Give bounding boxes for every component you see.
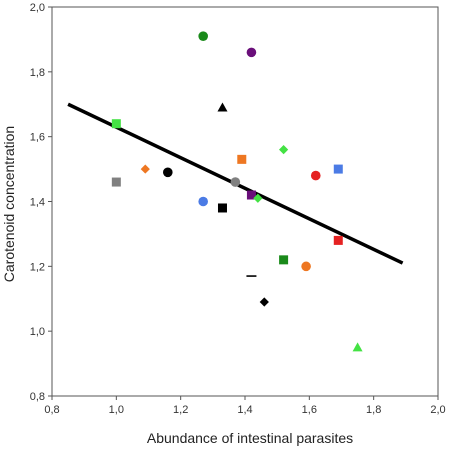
data-point-square (111, 177, 121, 187)
y-tick-label: 1,6 (30, 132, 45, 144)
x-axis-ticks: 0,8 1,0 1,2 1,4 1,6 1,8 2,0 (44, 396, 446, 416)
data-point-diamond (140, 164, 150, 174)
data-point-circle (246, 47, 257, 58)
x-tick-label: 0,8 (44, 404, 59, 416)
data-point-square (333, 164, 343, 174)
y-tick-label: 1,0 (30, 326, 45, 338)
x-tick-label: 2,0 (430, 404, 445, 416)
data-points (111, 31, 363, 352)
data-point-circle (198, 31, 208, 41)
y-tick-label: 1,8 (30, 67, 45, 79)
y-tick-label: 0,8 (30, 391, 45, 403)
data-point-circle (198, 196, 208, 207)
data-point-square (279, 255, 289, 265)
plot-area (51, 6, 439, 397)
data-point-diamond (259, 297, 269, 307)
plot-frame (51, 6, 439, 397)
x-tick-label: 1,0 (109, 404, 124, 416)
data-point-square (246, 190, 256, 200)
data-point-triangle (217, 102, 228, 112)
data-point-dash (246, 275, 257, 277)
x-tick-label: 1,6 (302, 404, 317, 416)
x-axis-label: Abundance of intestinal parasites (147, 430, 353, 446)
y-tick-label: 1,4 (30, 197, 45, 209)
y-axis-label: Carotenoid concentration (1, 126, 17, 282)
data-point-diamond (253, 193, 263, 203)
data-point-triangle (352, 342, 363, 352)
x-tick-label: 1,4 (237, 404, 252, 416)
data-point-circle (163, 167, 173, 178)
data-point-circle (301, 261, 311, 272)
data-point-square (237, 154, 247, 164)
y-axis-ticks: 0,8 1,0 1,2 1,4 1,6 1,8 2,0 (30, 2, 52, 403)
data-point-circle (310, 170, 321, 181)
data-point-square (111, 119, 121, 129)
y-tick-label: 2,0 (30, 2, 45, 14)
data-point-square (333, 235, 343, 245)
data-point-diamond (279, 145, 289, 155)
x-tick-label: 1,8 (366, 404, 381, 416)
y-tick-label: 1,2 (30, 261, 45, 273)
data-point-circle (230, 177, 241, 187)
x-tick-label: 1,2 (173, 404, 188, 416)
data-point-square (217, 203, 227, 213)
